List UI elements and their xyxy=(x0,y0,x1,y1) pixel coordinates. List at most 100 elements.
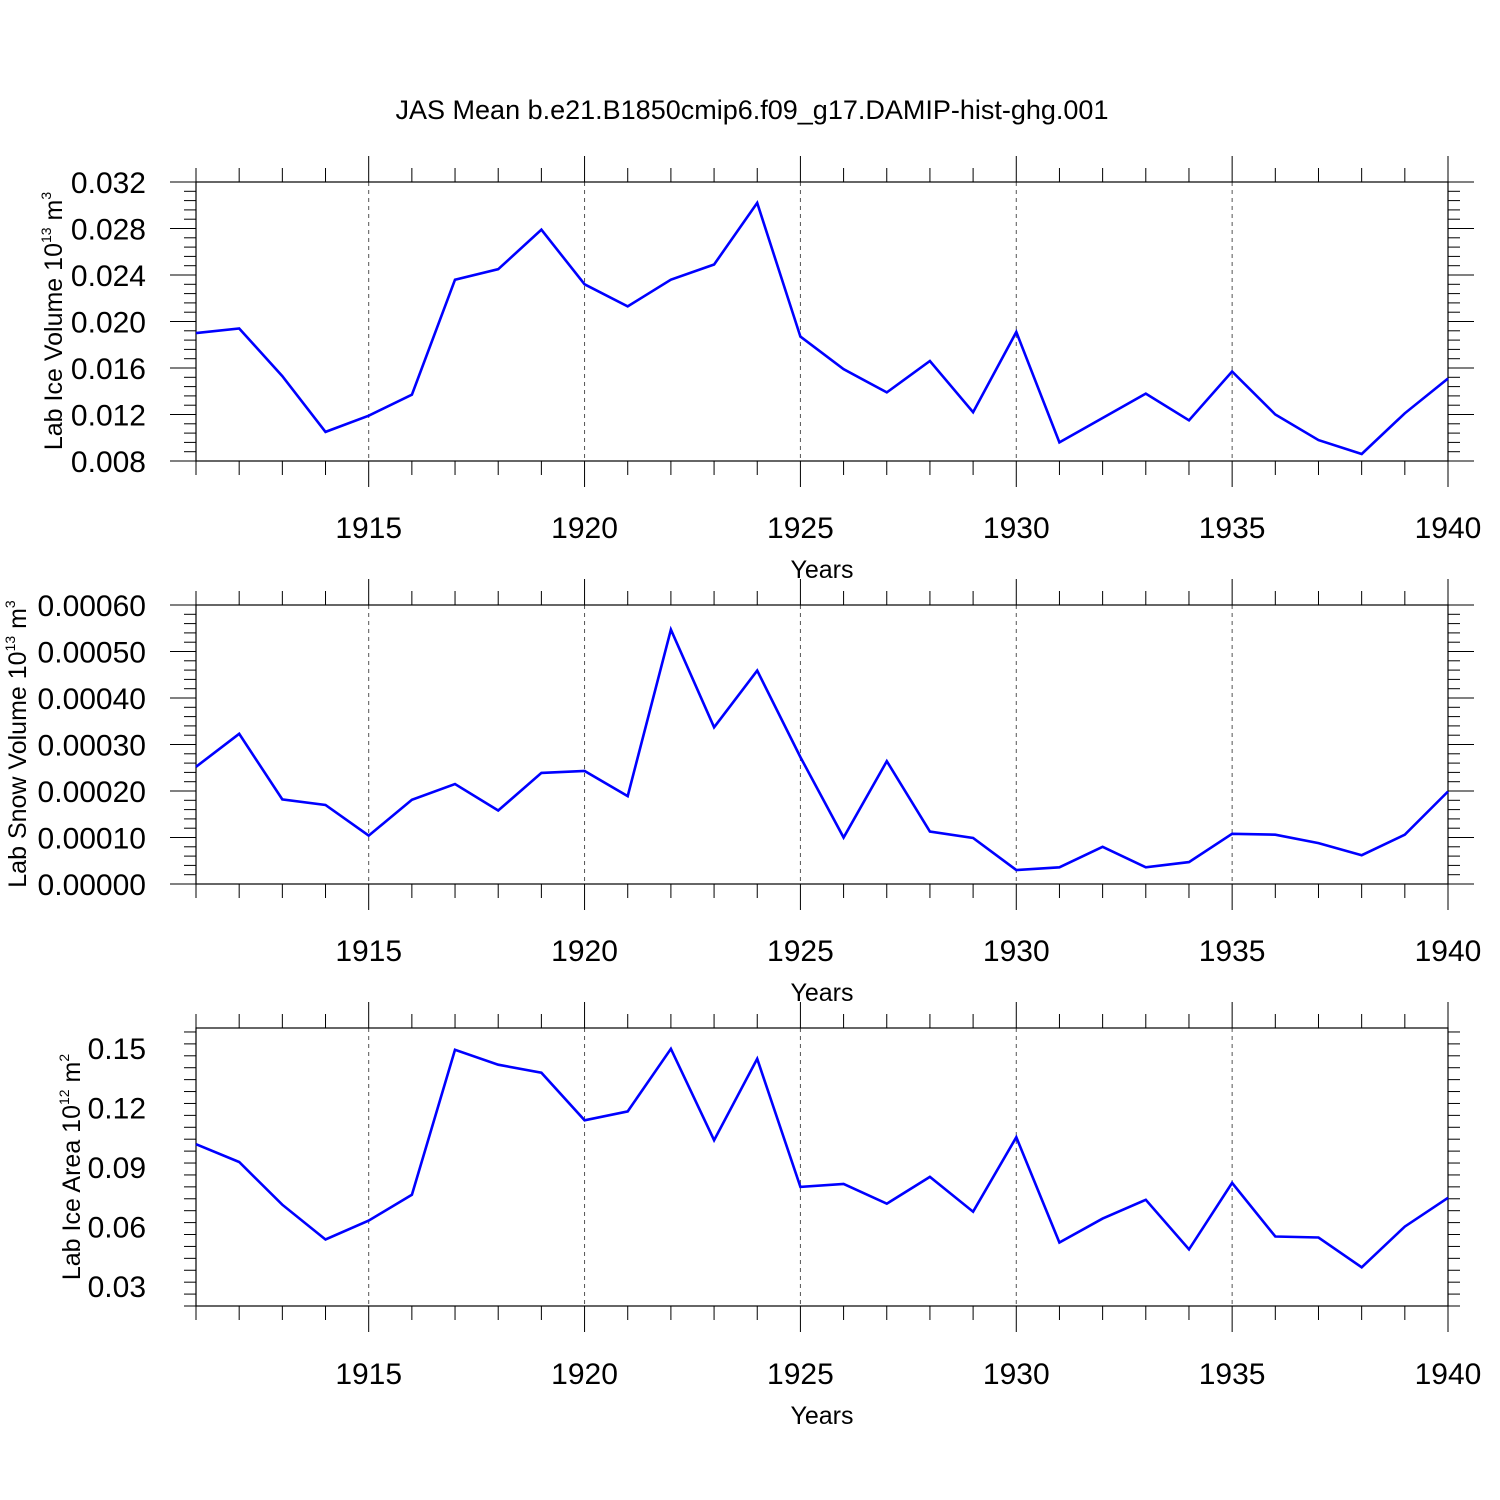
data-point xyxy=(367,1219,369,1221)
y-tick-label: 0.00010 xyxy=(38,823,146,856)
data-point xyxy=(1404,834,1406,836)
data-point xyxy=(756,202,758,204)
x-tick-label: 1915 xyxy=(335,935,402,968)
x-tick-label: 1930 xyxy=(983,1358,1050,1391)
data-point xyxy=(627,795,629,797)
x-axis-label: Years xyxy=(790,979,853,1007)
panel-1: 0.008 0.012 0.016 0.020 0.024 0.028 0.032 1915 1… xyxy=(38,156,1481,584)
x-tick-label: 1925 xyxy=(767,512,834,545)
data-point xyxy=(1231,370,1233,372)
data-point xyxy=(1015,331,1017,333)
x-tick-label: 1935 xyxy=(1199,935,1266,968)
y-tick-label: 0.028 xyxy=(71,214,146,247)
panel-2: 0.00000 0.00010 0.00020 0.00030 0.00040 0.000… xyxy=(2,579,1481,1007)
data-point xyxy=(1058,866,1060,868)
data-point xyxy=(281,798,283,800)
x-tick-label: 1935 xyxy=(1199,1358,1266,1391)
data-point xyxy=(670,278,672,280)
x-tick-label: 1930 xyxy=(983,512,1050,545)
data-point xyxy=(281,375,283,377)
data-point xyxy=(1015,869,1017,871)
y-tick-label: 0.06 xyxy=(88,1212,146,1245)
data-point xyxy=(1231,833,1233,835)
x-tick-label: 1915 xyxy=(335,1358,402,1391)
data-point xyxy=(842,1183,844,1185)
data-point xyxy=(1360,854,1362,856)
data-point xyxy=(1274,1235,1276,1237)
x-tick-label: 1940 xyxy=(1415,935,1482,968)
data-point xyxy=(583,770,585,772)
data-point xyxy=(1231,1182,1233,1184)
plot-frame xyxy=(195,181,1449,462)
data-point xyxy=(756,669,758,671)
data-point xyxy=(497,1064,499,1066)
y-tick-label: 0.12 xyxy=(88,1092,146,1125)
y-tick-label: 0.00000 xyxy=(38,869,146,902)
data-point xyxy=(1145,392,1147,394)
data-point xyxy=(886,1203,888,1205)
x-axis-label: Years xyxy=(790,1402,853,1430)
data-point xyxy=(1317,842,1319,844)
data-point xyxy=(1101,1217,1103,1219)
series-line xyxy=(195,200,1449,456)
series-line xyxy=(195,625,1449,872)
data-point xyxy=(411,1194,413,1196)
data-point xyxy=(195,1143,197,1145)
x-tick-label: 1940 xyxy=(1415,1358,1482,1391)
data-point xyxy=(367,414,369,416)
data-point xyxy=(324,431,326,433)
data-point xyxy=(583,283,585,285)
data-point xyxy=(411,799,413,801)
data-point xyxy=(842,368,844,370)
data-point xyxy=(1101,417,1103,419)
data-point xyxy=(713,263,715,265)
data-point xyxy=(281,1204,283,1206)
data-point xyxy=(1404,412,1406,414)
data-point xyxy=(627,1110,629,1112)
data-point xyxy=(756,1058,758,1060)
data-point xyxy=(1145,1199,1147,1201)
data-point xyxy=(497,268,499,270)
x-tick-label: 1920 xyxy=(551,512,618,545)
data-point xyxy=(411,394,413,396)
data-point xyxy=(454,783,456,785)
plot-frame xyxy=(195,1027,1449,1307)
y-tick-label: 0.016 xyxy=(71,353,146,386)
data-point xyxy=(886,760,888,762)
y-tick-label: 0.012 xyxy=(71,400,146,433)
data-point xyxy=(972,1210,974,1212)
data-point xyxy=(324,804,326,806)
x-tick-label: 1935 xyxy=(1199,512,1266,545)
x-tick-label: 1940 xyxy=(1415,512,1482,545)
data-point xyxy=(1058,1241,1060,1243)
y-tick-label: 0.024 xyxy=(71,260,146,293)
y-tick-label: 0.020 xyxy=(71,307,146,340)
x-tick-label: 1925 xyxy=(767,1358,834,1391)
data-point xyxy=(1447,377,1449,379)
data-point xyxy=(929,360,931,362)
y-tick-label: 0.00050 xyxy=(38,637,146,670)
data-point xyxy=(540,228,542,230)
data-point xyxy=(627,305,629,307)
data-point xyxy=(929,830,931,832)
data-point xyxy=(713,1139,715,1141)
data-point xyxy=(1360,1266,1362,1268)
y-axis-label: Lab Snow Volume 1013 m3 xyxy=(2,600,32,888)
panel-3: 0.03 0.06 0.09 0.12 0.15 1915 1920 1925 1930 1935… xyxy=(56,1002,1481,1430)
y-axis-label: Lab Ice Area 1012 m2 xyxy=(56,1054,86,1281)
data-point xyxy=(799,335,801,337)
data-point xyxy=(1101,846,1103,848)
data-point xyxy=(195,766,197,768)
data-point xyxy=(886,391,888,393)
chart-title: JAS Mean b.e21.B1850cmip6.f09_g17.DAMIP-… xyxy=(396,95,1109,125)
data-point xyxy=(1360,453,1362,455)
data-point xyxy=(238,1161,240,1163)
data-point xyxy=(195,332,197,334)
y-tick-label: 0.00030 xyxy=(38,730,146,763)
data-point xyxy=(1188,861,1190,863)
data-point xyxy=(367,834,369,836)
data-point xyxy=(1447,790,1449,792)
y-tick-label: 0.00040 xyxy=(38,683,146,716)
data-point xyxy=(238,327,240,329)
data-point xyxy=(1404,1225,1406,1227)
